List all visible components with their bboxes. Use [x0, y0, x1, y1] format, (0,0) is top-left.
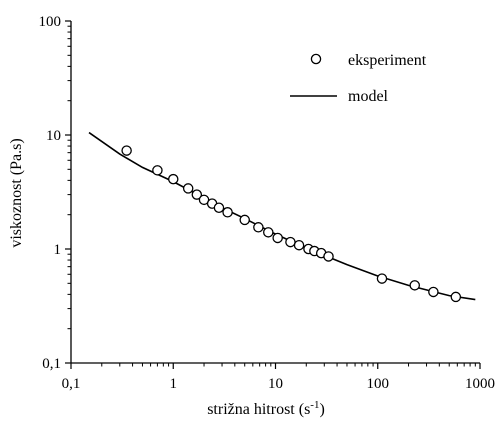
eksperiment-point [285, 236, 296, 248]
eksperiment-point [376, 273, 388, 284]
x-tick-label: 100 [367, 376, 390, 392]
y-tick-label: 100 [39, 14, 62, 30]
y-ticks [65, 20, 71, 364]
y-tick-label: 10 [46, 128, 61, 144]
y-axis-title: viskoznost (Pa.s) [8, 138, 25, 247]
eksperiment-point [293, 239, 305, 251]
eksperiment-point [428, 286, 439, 298]
legend-label-model: model [348, 88, 389, 105]
eksperiment-point [263, 227, 274, 238]
eksperiment-point [121, 145, 132, 156]
x-tick-labels: 0,1 1 10 100 1000 [62, 376, 495, 392]
eksperiment-point [239, 214, 250, 226]
eksperiment-point [191, 189, 203, 200]
x-axis-title-close: ) [319, 401, 324, 418]
eksperiment-point [450, 291, 462, 303]
model-line [88, 131, 476, 301]
y-tick-labels: 0,1 1 10 100 [39, 14, 62, 372]
eksperiment-point [272, 232, 283, 244]
y-tick-label: 1 [54, 242, 62, 258]
eksperiment-point [222, 207, 233, 218]
eksperiment-point [152, 165, 163, 176]
series-eksperiment [121, 145, 462, 303]
series-model [88, 131, 476, 301]
eksperiment-point [323, 251, 334, 262]
x-tick-label: 10 [268, 376, 283, 392]
legend: eksperiment model [290, 52, 427, 105]
legend-marker-eksperiment [310, 53, 322, 65]
x-tick-label: 1000 [465, 376, 495, 392]
x-axis-title-sup: -1 [310, 399, 319, 411]
x-axis-title-main: strižna hitrost (s [207, 401, 310, 418]
eksperiment-point [409, 280, 420, 291]
eksperiment-point [213, 202, 225, 214]
legend-label-eksperiment: eksperiment [348, 52, 427, 69]
eksperiment-point [182, 183, 194, 194]
x-axis-title: strižna hitrost (s-1) [207, 399, 325, 418]
y-tick-label: 0,1 [42, 356, 61, 372]
x-tick-label: 0,1 [62, 376, 81, 392]
eksperiment-point [167, 173, 179, 185]
eksperiment-point [253, 222, 264, 233]
x-tick-label: 1 [170, 376, 178, 392]
x-ticks [70, 363, 481, 369]
